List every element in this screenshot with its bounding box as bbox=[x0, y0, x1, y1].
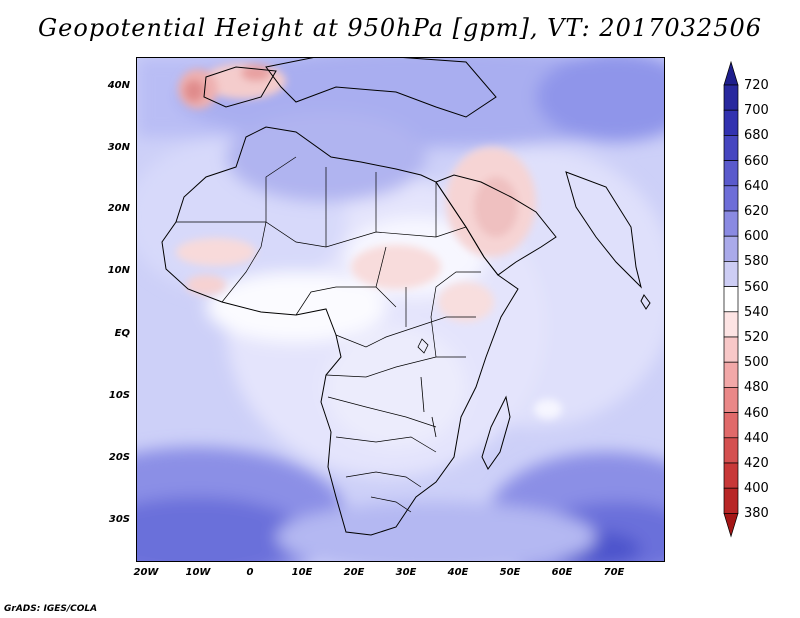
colorbar-segment bbox=[723, 387, 739, 413]
colorbar-label-700: 700 bbox=[744, 103, 769, 118]
colorbar-label-440: 440 bbox=[744, 431, 769, 446]
y-tick-40n: 40N bbox=[107, 80, 130, 91]
colorbar-label-640: 640 bbox=[744, 179, 769, 194]
country-borders bbox=[176, 156, 481, 513]
colorbar-segment bbox=[723, 311, 739, 338]
y-tick-10n: 10N bbox=[107, 265, 130, 276]
colorbar-segment bbox=[723, 487, 739, 514]
y-tick-20n: 20N bbox=[107, 203, 130, 214]
y-tick-20s: 20S bbox=[108, 452, 130, 463]
x-tick-40e: 40E bbox=[447, 567, 469, 578]
colorbar-label-380: 380 bbox=[744, 506, 769, 521]
low-height-areas bbox=[176, 63, 562, 419]
height-field bbox=[136, 57, 665, 562]
colorbar-label-500: 500 bbox=[744, 355, 769, 370]
arabian-peninsula bbox=[435, 174, 557, 276]
colorbar-label-420: 420 bbox=[744, 456, 769, 471]
lakes bbox=[417, 338, 437, 438]
x-tick-60e: 60E bbox=[551, 567, 573, 578]
geopotential-map bbox=[136, 57, 665, 562]
colorbar bbox=[723, 60, 739, 538]
colorbar-label-680: 680 bbox=[744, 128, 769, 143]
colorbar-segment bbox=[723, 185, 739, 212]
x-tick-30e: 30E bbox=[395, 567, 417, 578]
colorbar-segment bbox=[723, 109, 739, 136]
colorbar-top-arrow bbox=[723, 60, 739, 86]
y-tick-10s: 10S bbox=[108, 390, 130, 401]
x-tick-10w: 10W bbox=[185, 567, 211, 578]
colorbar-label-580: 580 bbox=[744, 254, 769, 269]
colorbar-segment bbox=[723, 160, 739, 187]
colorbar-label-660: 660 bbox=[744, 154, 769, 169]
map-title: Geopotential Height at 950hPa [gpm], VT:… bbox=[38, 14, 762, 42]
colorbar-label-620: 620 bbox=[744, 204, 769, 219]
colorbar-label-540: 540 bbox=[744, 305, 769, 320]
x-tick-20w: 20W bbox=[133, 567, 159, 578]
madagascar bbox=[481, 395, 511, 470]
y-tick-30s: 30S bbox=[108, 514, 130, 525]
india bbox=[565, 171, 642, 289]
colorbar-segment bbox=[723, 261, 739, 287]
colorbar-label-480: 480 bbox=[744, 380, 769, 395]
colorbar-segment bbox=[723, 286, 739, 313]
iberia bbox=[203, 66, 277, 108]
colorbar-segment bbox=[723, 210, 739, 237]
colorbar-label-560: 560 bbox=[744, 280, 769, 295]
x-tick-10e: 10E bbox=[291, 567, 313, 578]
coastlines bbox=[161, 57, 651, 536]
map-frame bbox=[136, 57, 665, 562]
y-tick-30n: 30N bbox=[107, 142, 130, 153]
grads-credit: GrADS: IGES/COLA bbox=[4, 604, 98, 614]
colorbar-segment bbox=[723, 462, 739, 489]
africa-coastline bbox=[161, 126, 519, 536]
colorbar-segment bbox=[723, 235, 739, 262]
europe-coast bbox=[265, 57, 497, 118]
colorbar-segment bbox=[723, 412, 739, 439]
colorbar-label-600: 600 bbox=[744, 229, 769, 244]
colorbar-segment bbox=[723, 336, 739, 363]
x-tick-70e: 70E bbox=[603, 567, 625, 578]
x-tick-50e: 50E bbox=[499, 567, 521, 578]
colorbar-bottom-arrow bbox=[723, 513, 739, 538]
x-tick-20e: 20E bbox=[343, 567, 365, 578]
colorbar-label-400: 400 bbox=[744, 481, 769, 496]
colorbar-label-460: 460 bbox=[744, 406, 769, 421]
colorbar-segment bbox=[723, 437, 739, 464]
sri-lanka bbox=[640, 294, 651, 310]
x-tick-0: 0 bbox=[246, 567, 254, 578]
y-tick-eq: EQ bbox=[114, 328, 130, 339]
colorbar-label-720: 720 bbox=[744, 78, 769, 93]
colorbar-segment bbox=[723, 84, 739, 111]
colorbar-segment bbox=[723, 361, 739, 388]
colorbar-segment bbox=[723, 135, 739, 161]
colorbar-label-520: 520 bbox=[744, 330, 769, 345]
